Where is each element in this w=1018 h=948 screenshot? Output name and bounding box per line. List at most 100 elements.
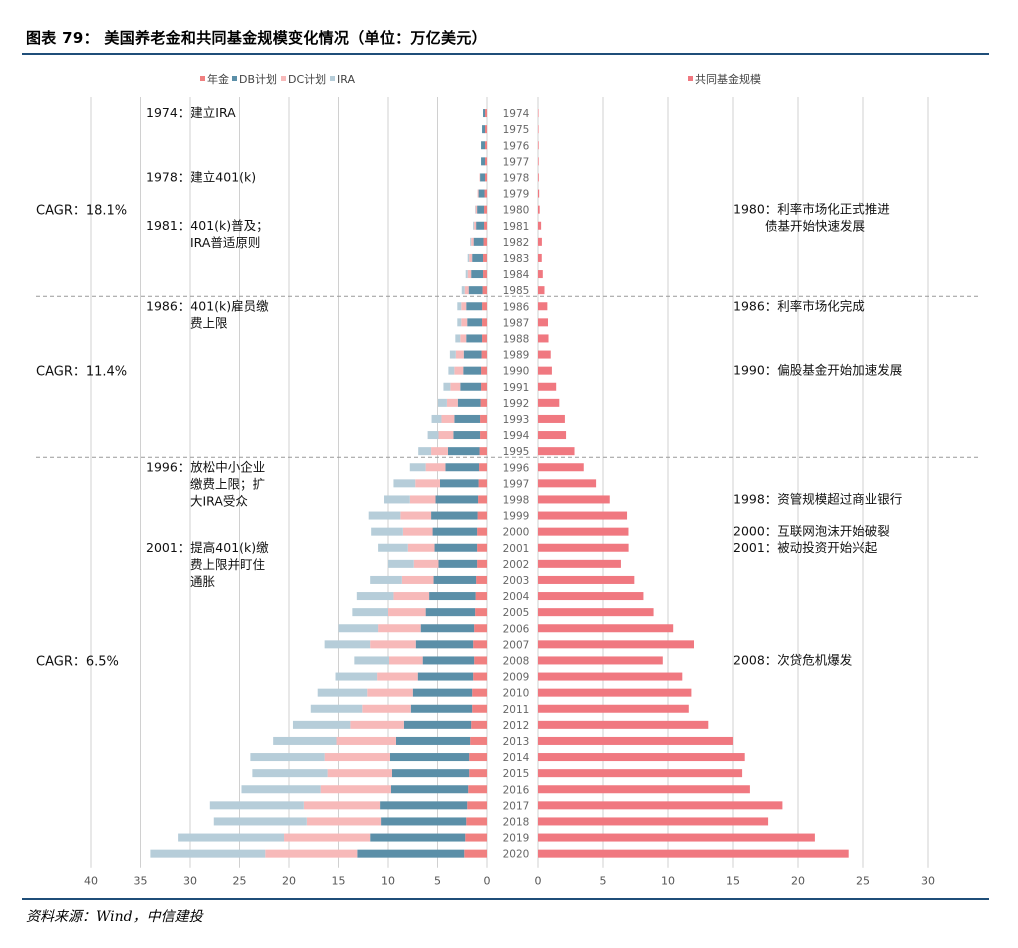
year-label: 1985 [503,285,530,297]
right-bar-mutual-fund [538,157,539,166]
left-bar-pension [466,817,487,826]
year-label: 2019 [503,833,530,845]
left-bar-db [478,189,485,198]
left-bar-db [381,817,467,826]
right-bar-mutual-fund [538,350,551,359]
left-bar-db [380,801,468,810]
top-rule [22,53,989,55]
left-bar-db [433,575,477,584]
left-bar-ira [209,801,304,810]
left-bar-db [471,270,484,279]
right-bar-mutual-fund [538,640,694,649]
market-annotation: 1980：利率市场化正式推进 [733,202,890,217]
bottom-rule [22,898,989,900]
year-label: 2001 [503,543,530,555]
left-bar-db [463,366,482,375]
left-bar-ira [250,753,325,762]
right-bar-mutual-fund [538,672,683,681]
right-x-tick-label: 10 [661,875,675,888]
left-bar-dc [477,189,479,198]
right-bar-mutual-fund [538,479,597,488]
left-bar-ira [384,495,410,504]
cagr-label: CAGR：11.4% [36,365,127,380]
legend-swatch-pension [200,76,205,81]
right-bar-mutual-fund [538,624,674,633]
right-bar-mutual-fund [538,592,644,601]
left-bar-pension [484,221,487,230]
left-bar-pension [480,414,487,423]
year-label: 2003 [503,575,530,587]
left-bar-dc [350,720,404,729]
left-bar-pension [477,543,487,552]
left-bar-ira [213,817,307,826]
legend-swatch-dc [281,76,286,81]
left-bar-db [476,221,485,230]
left-bar-pension [472,704,487,713]
left-bar-ira [356,592,394,601]
cagr-label: CAGR：18.1% [36,204,127,219]
left-bar-ira [461,286,465,295]
left-bar-db [429,592,476,601]
left-bar-pension [477,511,487,520]
right-bar-mutual-fund [538,414,565,423]
left-bar-pension [481,350,487,359]
left-bar-db [467,318,483,327]
year-label: 1989 [503,350,530,362]
left-bar-pension [479,447,487,456]
year-label: 2014 [503,752,530,764]
right-bar-mutual-fund [538,382,557,391]
left-bar-pension [477,527,487,536]
left-bar-pension [482,334,487,343]
left-bar-db [483,109,486,118]
left-bar-dc [378,624,421,633]
year-label: 1994 [503,430,530,442]
left-bar-db [357,849,465,858]
right-bar-mutual-fund [538,720,709,729]
right-bar-mutual-fund [538,205,540,214]
left-bar-pension [480,398,487,407]
left-bar-pension [485,141,487,150]
left-bar-db [473,237,484,246]
right-bar-mutual-fund [538,253,542,262]
left-bar-dc [454,366,464,375]
left-bar-dc [327,769,392,778]
left-bar-db [422,656,475,665]
right-bar-mutual-fund [538,736,733,745]
left-bar-dc [446,398,458,407]
left-bar-db [435,495,479,504]
left-bar-pension [478,479,487,488]
year-label: 2005 [503,607,530,619]
left-bar-db [480,173,486,182]
left-bar-ira [470,237,472,246]
left-bar-dc [450,382,461,391]
left-bar-ira [324,640,371,649]
left-bar-ira [467,253,470,262]
market-annotation: 债基开始快速发展 [765,219,865,234]
left-bar-dc [362,704,411,713]
left-bar-db [445,463,480,472]
right-x-tick-label: 5 [600,875,607,888]
cagr-label: CAGR：6.5% [36,654,119,669]
left-bar-db [395,736,471,745]
left-bar-dc [441,414,455,423]
left-bar-dc [474,221,477,230]
left-bar-pension [485,173,487,182]
figure-title: 图表 79： 美国养老金和共同基金规模变化情况（单位：万亿美元） [26,29,487,47]
year-label: 1977 [503,156,530,168]
left-bar-pension [483,253,487,262]
left-bar-ira [371,527,403,536]
policy-annotation: IRA普适原则 [190,235,260,250]
left-bar-pension [464,849,487,858]
policy-annotation: 1986：401(k)雇员缴 [146,298,269,313]
left-bar-db [415,640,474,649]
left-bar-db [468,286,483,295]
year-label: 2020 [503,849,530,861]
left-bar-ira [354,656,389,665]
left-bar-db [403,720,472,729]
left-bar-dc [367,688,413,697]
left-bar-db [410,704,473,713]
right-bar-mutual-fund [538,173,539,182]
right-bar-mutual-fund [538,447,575,456]
right-bar-mutual-fund [538,575,635,584]
right-bar-mutual-fund [538,431,567,440]
